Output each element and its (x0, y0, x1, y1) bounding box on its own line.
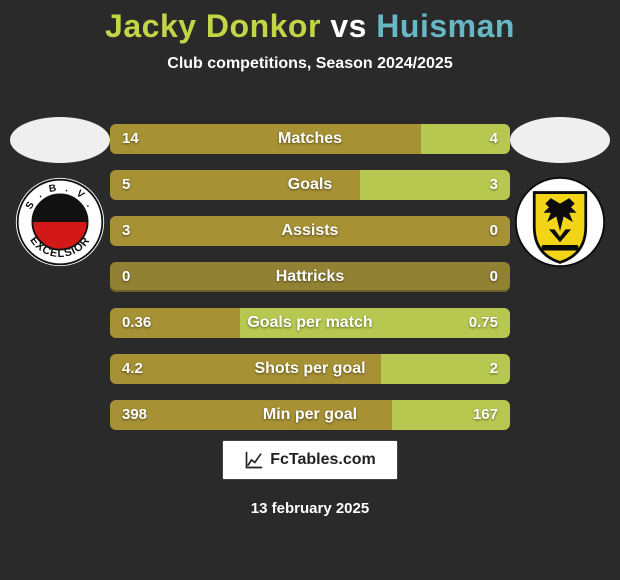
club-crest-right (514, 176, 606, 268)
stat-row: 30Assists (110, 216, 510, 246)
title-right: Huisman (376, 8, 515, 44)
player-photo-left (10, 117, 110, 163)
brand-badge: FcTables.com (222, 440, 398, 480)
stat-value-right: 0 (490, 262, 498, 292)
chart-icon (244, 450, 264, 470)
stat-seg-right (421, 124, 510, 154)
stat-seg-right (381, 354, 510, 384)
brand-text: FcTables.com (270, 451, 376, 469)
stat-value-left: 0 (122, 262, 130, 292)
title-left: Jacky Donkor (105, 8, 321, 44)
stat-label: Hattricks (110, 262, 510, 292)
stat-seg-left (110, 308, 240, 338)
stat-row: 53Goals (110, 170, 510, 200)
stats-bars: 144Matches 53Goals 30Assists 0 0Hattricks 0.3… (110, 124, 510, 430)
stat-seg-left (110, 216, 510, 246)
stat-seg-left (110, 124, 421, 154)
subtitle: Club competitions, Season 2024/2025 (0, 55, 620, 73)
stat-seg-left (110, 354, 381, 384)
stat-seg-right (392, 400, 510, 430)
club-crest-left: S . B . V . EXCELSIOR (14, 176, 106, 268)
stat-seg-right (240, 308, 510, 338)
stat-seg-right (360, 170, 510, 200)
stat-row: 398167Min per goal (110, 400, 510, 430)
stat-row: 0 0Hattricks (110, 262, 510, 292)
stat-seg-left (110, 400, 392, 430)
stat-row: 0.360.75Goals per match (110, 308, 510, 338)
footer-date: 13 february 2025 (0, 500, 620, 517)
title-vs: vs (330, 8, 367, 44)
page-title: Jacky Donkor vs Huisman (0, 0, 620, 45)
player-photo-right (510, 117, 610, 163)
stat-seg-left (110, 170, 360, 200)
stat-row: 4.22Shots per goal (110, 354, 510, 384)
stat-row: 144Matches (110, 124, 510, 154)
